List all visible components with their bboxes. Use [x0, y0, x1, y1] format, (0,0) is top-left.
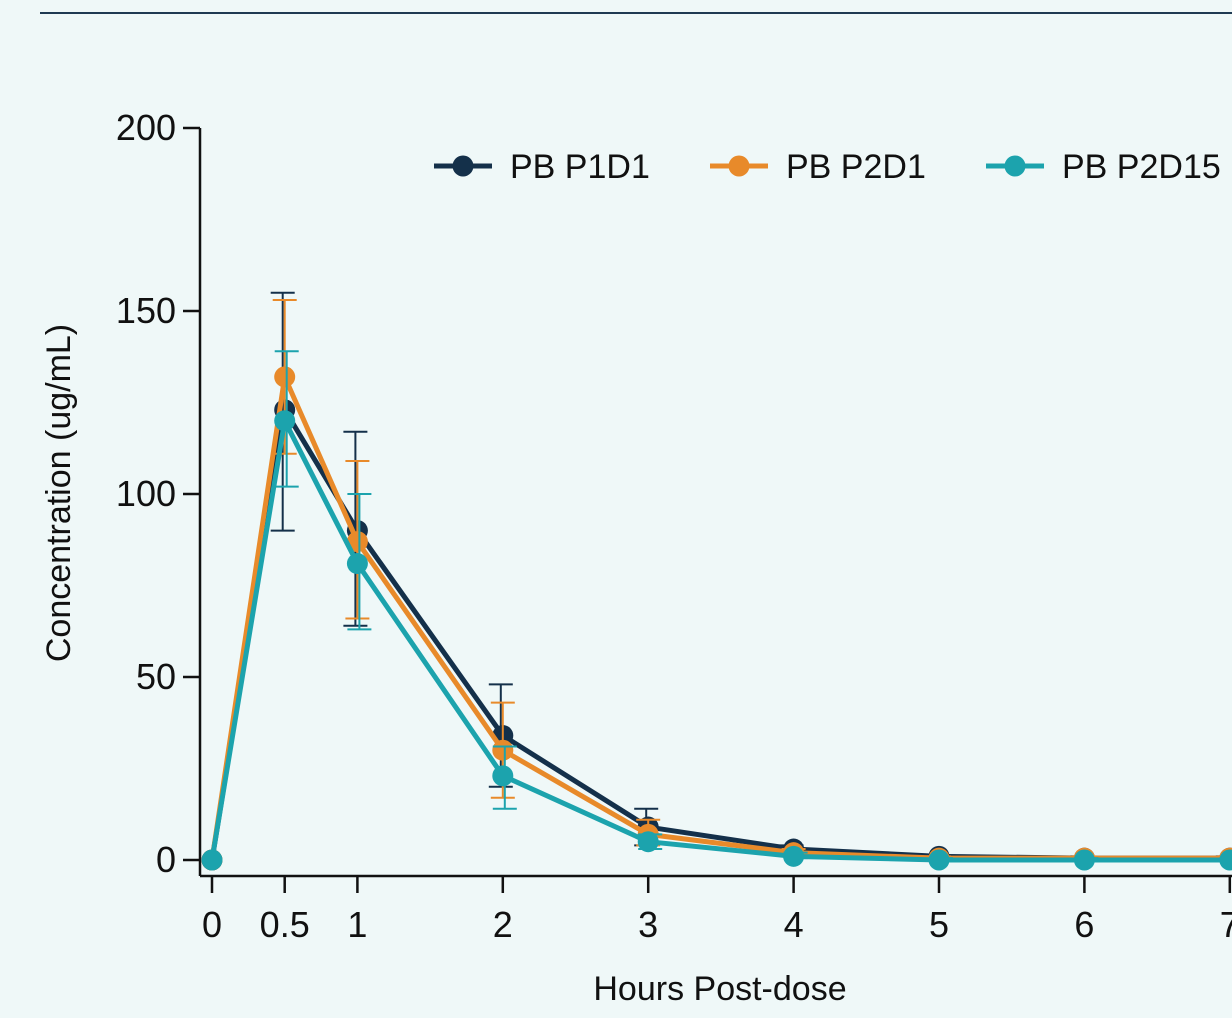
x-tick-label: 3: [638, 904, 658, 945]
series-line: [209, 407, 1230, 861]
y-tick-label: 100: [116, 473, 176, 514]
x-tick-label: 1: [347, 904, 367, 945]
legend-label: PB P2D15: [1062, 148, 1221, 186]
x-tick-label: 7: [1220, 904, 1232, 945]
data-point: [492, 739, 514, 761]
x-tick-label: 5: [929, 904, 949, 945]
legend-item-1: PB P1D1: [434, 148, 650, 186]
y-tick-label: 50: [136, 656, 176, 697]
y-tick-label: 200: [116, 107, 176, 148]
y-axis-title: Concentration (ug/mL): [40, 324, 78, 662]
legend-item-3: PB P2D15: [986, 148, 1221, 186]
y-tick-label: 0: [156, 839, 176, 880]
x-tick-label: 4: [784, 904, 804, 945]
data-point: [346, 553, 368, 575]
data-point: [346, 531, 368, 553]
x-tick-label: 0.5: [260, 904, 310, 945]
legend-swatch-marker: [452, 155, 474, 177]
data-point: [201, 849, 223, 871]
data-point: [1219, 849, 1232, 871]
data-point: [928, 849, 950, 871]
data-point: [637, 831, 659, 853]
x-tick-label: 0: [202, 904, 222, 945]
y-tick-label: 150: [116, 290, 176, 331]
x-tick-label: 6: [1074, 904, 1094, 945]
series-1: [201, 291, 1232, 871]
x-tick-label: 2: [493, 904, 513, 945]
x-axis-title: Hours Post-dose: [593, 970, 846, 1008]
data-point: [783, 845, 805, 867]
legend: PB P1D1 PB P2D1 PB P2D15: [434, 148, 1221, 186]
data-point: [274, 410, 296, 432]
legend-label: PB P1D1: [510, 148, 650, 186]
legend-item-2: PB P2D1: [710, 148, 926, 186]
series-3: [201, 350, 1232, 871]
data-point: [492, 765, 514, 787]
legend-swatch-marker: [728, 155, 750, 177]
data-point: [1073, 849, 1095, 871]
data-point: [274, 366, 296, 388]
legend-swatch-marker: [1004, 155, 1026, 177]
series-line: [209, 418, 1230, 863]
legend-label: PB P2D1: [786, 148, 926, 186]
series-layer: [201, 291, 1232, 871]
axes: 0 50 100 150 200 0 0.5 1 2 3 4 5 6 7: [116, 107, 1232, 945]
